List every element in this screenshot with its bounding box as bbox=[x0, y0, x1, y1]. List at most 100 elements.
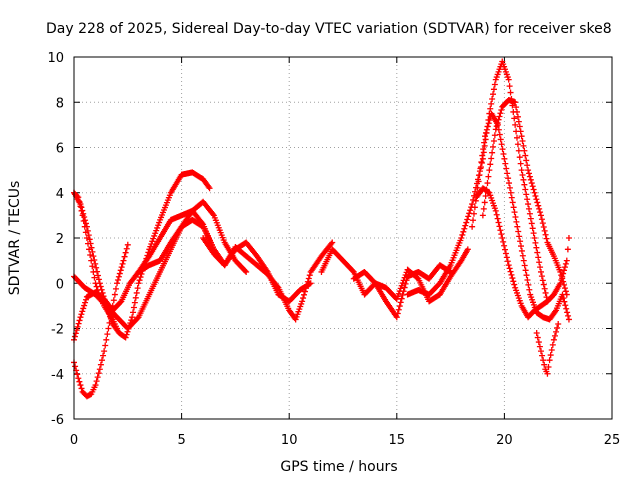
data-point bbox=[525, 167, 532, 174]
y-tick-label: 0 bbox=[56, 277, 64, 292]
y-tick-label: -2 bbox=[51, 323, 64, 338]
data-point bbox=[513, 218, 520, 225]
data-point bbox=[526, 286, 533, 293]
data-point bbox=[476, 171, 483, 178]
data-point bbox=[518, 133, 525, 140]
data-point bbox=[462, 222, 469, 229]
data-point bbox=[123, 245, 130, 252]
data-point bbox=[520, 176, 527, 183]
data-point bbox=[490, 91, 497, 98]
data-point bbox=[521, 262, 528, 269]
data-point bbox=[563, 257, 570, 264]
data-point bbox=[493, 123, 500, 130]
data-point bbox=[540, 224, 547, 231]
data-point bbox=[101, 348, 108, 355]
data-point bbox=[536, 259, 543, 266]
data-point bbox=[395, 290, 402, 297]
data-point bbox=[565, 316, 572, 323]
data-point bbox=[537, 264, 544, 271]
data-point bbox=[132, 294, 139, 301]
data-point bbox=[504, 170, 511, 177]
data-point bbox=[536, 343, 543, 350]
data-point bbox=[137, 274, 144, 281]
y-tick-labels: -6 -4 -2 0 2 4 6 8 10 bbox=[47, 51, 64, 428]
data-point bbox=[542, 289, 549, 296]
series-sat-7 bbox=[200, 235, 336, 323]
data-point bbox=[564, 309, 571, 316]
data-point bbox=[540, 357, 547, 364]
data-point bbox=[470, 210, 477, 217]
data-point bbox=[516, 233, 523, 240]
data-point bbox=[565, 312, 572, 319]
data-point bbox=[560, 295, 567, 302]
data-point bbox=[74, 371, 81, 378]
data-point bbox=[547, 352, 554, 359]
data-point bbox=[500, 238, 507, 245]
data-point bbox=[512, 213, 519, 220]
data-point bbox=[400, 277, 407, 284]
data-point bbox=[516, 123, 523, 130]
data-point bbox=[510, 278, 517, 285]
data-point bbox=[506, 180, 513, 187]
data-point bbox=[499, 235, 506, 241]
series-sat-1 bbox=[71, 169, 213, 341]
data-point bbox=[79, 308, 86, 315]
data-point bbox=[502, 246, 509, 253]
data-point bbox=[531, 235, 538, 241]
data-point bbox=[95, 370, 102, 377]
data-point bbox=[467, 207, 474, 214]
data-point bbox=[496, 223, 503, 230]
data-point bbox=[112, 285, 119, 292]
data-point bbox=[505, 175, 512, 182]
data-point bbox=[500, 150, 507, 157]
data-point bbox=[393, 296, 400, 303]
data-point bbox=[90, 268, 97, 275]
data-point bbox=[484, 180, 491, 187]
data-point bbox=[94, 374, 101, 381]
data-point bbox=[525, 281, 532, 288]
data-point bbox=[130, 309, 137, 316]
data-point bbox=[94, 272, 101, 279]
data-point bbox=[524, 162, 531, 169]
data-point bbox=[533, 244, 540, 251]
data-point bbox=[76, 198, 83, 205]
data-point bbox=[486, 167, 493, 174]
data-point bbox=[396, 288, 403, 295]
data-point bbox=[503, 254, 510, 261]
data-point bbox=[532, 192, 539, 199]
data-point bbox=[75, 320, 82, 327]
data-point bbox=[93, 283, 100, 290]
data-point bbox=[98, 357, 105, 364]
data-point bbox=[77, 382, 84, 389]
data-point bbox=[507, 189, 514, 196]
data-point bbox=[480, 146, 487, 153]
data-point bbox=[541, 227, 548, 234]
data-point bbox=[78, 207, 85, 214]
series-sat-13 bbox=[473, 185, 572, 321]
data-point bbox=[551, 332, 558, 339]
data-point bbox=[539, 220, 546, 227]
data-point bbox=[78, 311, 85, 318]
y-tick-label: 8 bbox=[56, 96, 64, 111]
data-point bbox=[561, 264, 568, 271]
data-point bbox=[116, 270, 123, 277]
data-point bbox=[537, 268, 544, 275]
data-point bbox=[509, 199, 516, 206]
data-point bbox=[489, 149, 496, 156]
data-point bbox=[301, 288, 308, 295]
data-point bbox=[93, 264, 100, 271]
data-point bbox=[513, 104, 520, 111]
data-point bbox=[96, 366, 103, 373]
data-point bbox=[122, 249, 129, 256]
data-point bbox=[78, 385, 85, 392]
data-point bbox=[135, 280, 142, 287]
data-point bbox=[515, 228, 522, 235]
data-point bbox=[300, 295, 307, 302]
data-point bbox=[514, 223, 521, 230]
data-point bbox=[92, 280, 99, 287]
data-point bbox=[538, 216, 545, 223]
y-tick-label: 6 bbox=[56, 142, 64, 157]
data-point bbox=[498, 107, 505, 114]
data-point bbox=[527, 176, 534, 183]
data-point bbox=[394, 293, 401, 300]
